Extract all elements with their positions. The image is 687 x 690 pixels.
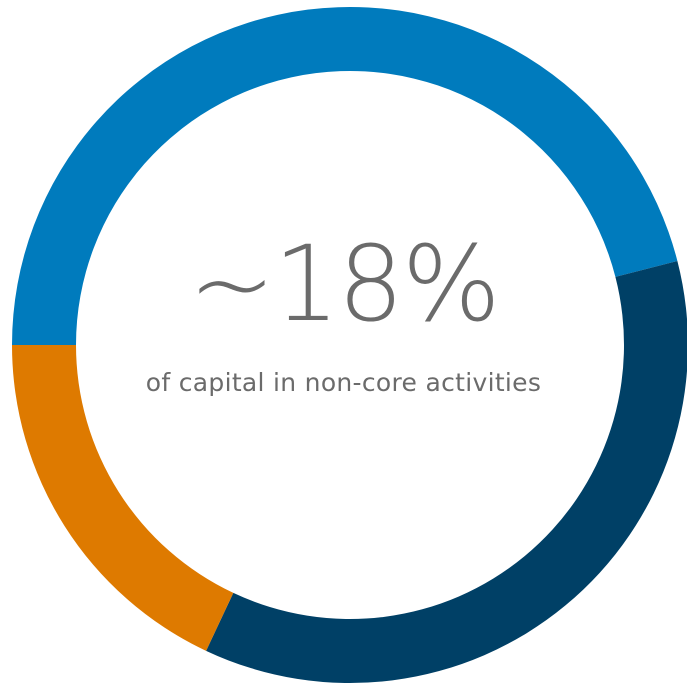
donut-slice-3: [12, 345, 234, 651]
donut-slice-1: [12, 7, 678, 345]
center-caption: of capital in non-core activities: [145, 368, 542, 397]
donut-slice-2: [206, 260, 687, 683]
center-percentage: ~18%: [188, 223, 500, 345]
